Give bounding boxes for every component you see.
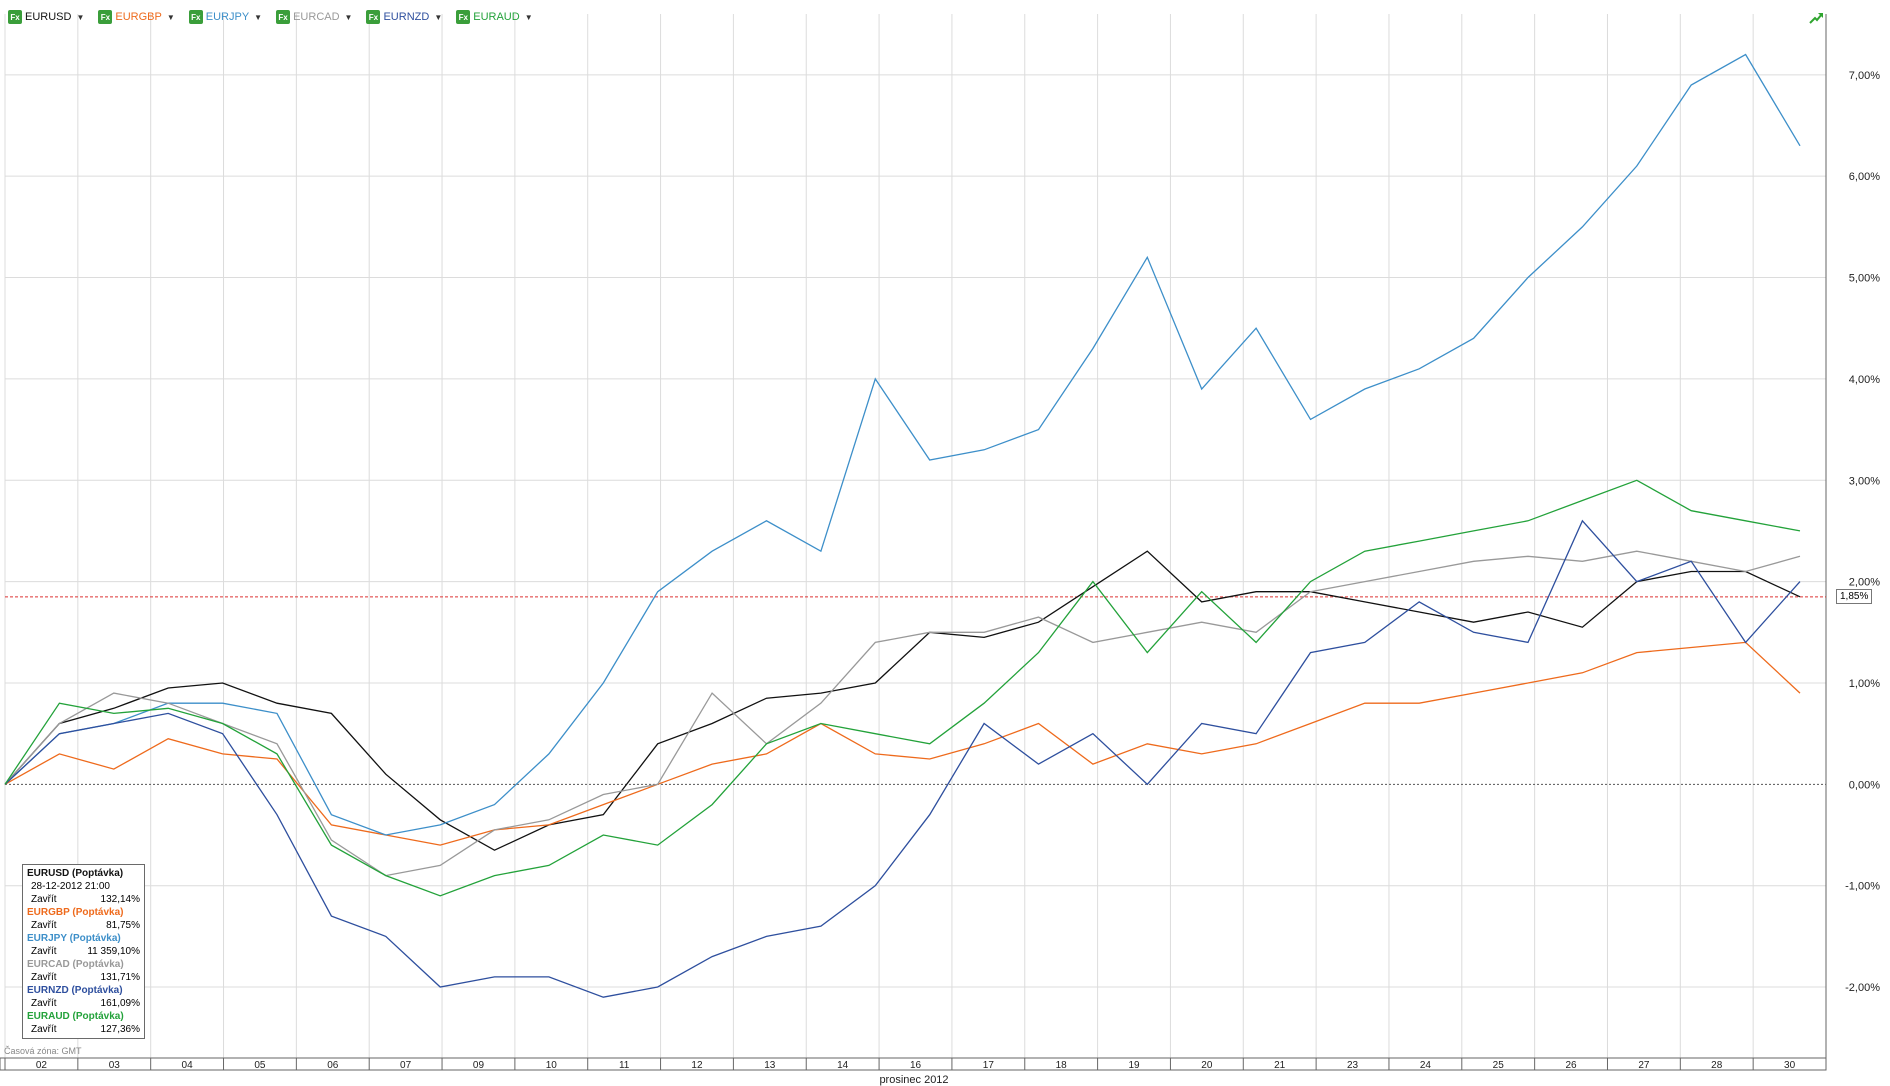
x-tick-label: 24 bbox=[1420, 1060, 1432, 1071]
legend-title: EURUSD (Poptávka) bbox=[27, 868, 124, 879]
symbol-label: EURNZD bbox=[383, 11, 430, 23]
legend-value: 132,14% bbox=[100, 894, 140, 905]
series-line-eurgbp bbox=[4, 641, 1801, 846]
series-line-eurnzd bbox=[4, 519, 1801, 998]
x-tick-label: 14 bbox=[837, 1060, 849, 1071]
legend-value: 81,75% bbox=[106, 920, 140, 931]
legend-close-label: Zavřít bbox=[31, 1024, 57, 1035]
symbol-euraud[interactable]: Fx EURAUD ▼ bbox=[456, 10, 533, 24]
series-line-eurjpy bbox=[4, 53, 1801, 836]
series-line-eurcad bbox=[4, 550, 1801, 877]
symbol-eurgbp[interactable]: Fx EURGBP ▼ bbox=[98, 10, 175, 24]
x-tick-label: 26 bbox=[1565, 1060, 1577, 1071]
x-tick-label: 21 bbox=[1274, 1060, 1286, 1071]
legend-value: 131,71% bbox=[100, 972, 140, 983]
y-tick-label: 5,00% bbox=[1849, 273, 1880, 285]
fx-icon: Fx bbox=[8, 10, 22, 24]
x-tick-label: 25 bbox=[1493, 1060, 1505, 1071]
legend-title: EURGBP (Poptávka) bbox=[27, 907, 124, 918]
x-tick-label: 18 bbox=[1056, 1060, 1068, 1071]
fx-icon: Fx bbox=[456, 10, 471, 24]
y-tick-label: 6,00% bbox=[1849, 171, 1880, 183]
fx-icon: Fx bbox=[188, 10, 203, 24]
symbol-label: EURAUD bbox=[473, 11, 520, 23]
chevron-down-icon[interactable]: ▼ bbox=[76, 12, 85, 22]
legend-title: EURNZD (Poptávka) bbox=[27, 985, 123, 996]
chevron-down-icon[interactable]: ▼ bbox=[254, 12, 263, 22]
y-tick-label: -1,00% bbox=[1845, 881, 1880, 893]
last-value-label: 1,85% bbox=[1836, 588, 1873, 604]
legend-close-label: Zavřít bbox=[31, 920, 57, 931]
y-tick-label: 2,00% bbox=[1849, 577, 1880, 589]
symbol-eurusd[interactable]: Fx EURUSD ▼ bbox=[8, 10, 84, 24]
x-tick-label: 23 bbox=[1347, 1060, 1359, 1071]
x-tick-label: 12 bbox=[691, 1060, 703, 1071]
y-tick-label: 7,00% bbox=[1849, 70, 1880, 82]
fx-icon: Fx bbox=[98, 10, 113, 24]
legend-title: EURAUD (Poptávka) bbox=[27, 1011, 124, 1022]
x-tick-label: 09 bbox=[473, 1060, 485, 1071]
y-tick-label: 4,00% bbox=[1849, 374, 1880, 386]
legend-row: Zavřít 132,14% bbox=[27, 893, 140, 906]
fx-icon: Fx bbox=[276, 10, 291, 24]
x-tick-label: 11 bbox=[619, 1060, 630, 1071]
y-tick-label: 0,00% bbox=[1849, 779, 1880, 791]
symbol-label: EURGBP bbox=[115, 11, 162, 23]
data-legend: EURUSD (Poptávka) 28-12-2012 21:00 Zavřít 1… bbox=[22, 864, 145, 1039]
symbol-label: EURCAD bbox=[293, 11, 340, 23]
symbol-label: EURJPY bbox=[205, 11, 250, 23]
x-axis-caption: prosinec 2012 bbox=[879, 1074, 949, 1086]
x-tick-label: 07 bbox=[400, 1060, 412, 1071]
series-line-euraud bbox=[4, 479, 1801, 897]
y-tick-label: -2,00% bbox=[1845, 982, 1880, 994]
y-tick-label: 3,00% bbox=[1849, 475, 1880, 487]
legend-value: 11 359,10% bbox=[87, 946, 140, 957]
legend-value: 161,09% bbox=[100, 998, 140, 1009]
x-tick-label: 28 bbox=[1711, 1060, 1723, 1071]
series-line-eurusd bbox=[4, 550, 1801, 851]
x-tick-label: 16 bbox=[910, 1060, 922, 1071]
x-tick-label: 17 bbox=[983, 1060, 995, 1071]
trend-up-icon[interactable] bbox=[1808, 9, 1824, 25]
x-tick-label: 27 bbox=[1638, 1060, 1650, 1071]
legend-value: 127,36% bbox=[100, 1024, 140, 1035]
legend-title: EURJPY (Poptávka) bbox=[27, 933, 121, 944]
symbol-label: EURUSD bbox=[25, 11, 72, 23]
y-tick-label: 1,00% bbox=[1849, 678, 1880, 690]
symbol-eurjpy[interactable]: Fx EURJPY ▼ bbox=[188, 10, 263, 24]
legend-close-label: Zavřít bbox=[31, 894, 57, 905]
legend-row: Zavřít 11 359,10% bbox=[27, 945, 140, 958]
legend-row: Zavřít 127,36% bbox=[27, 1023, 140, 1036]
chevron-down-icon[interactable]: ▼ bbox=[524, 12, 533, 22]
legend-title: EURCAD (Poptávka) bbox=[27, 959, 124, 970]
chevron-down-icon[interactable]: ▼ bbox=[344, 12, 353, 22]
symbol-toolbar: Fx EURUSD ▼ Fx EURGBP ▼ Fx EURJPY ▼ Fx EURCAD ▼ Fx EU… bbox=[8, 8, 533, 26]
x-tick-label: 04 bbox=[182, 1060, 194, 1071]
legend-row: Zavřít 131,71% bbox=[27, 971, 140, 984]
chevron-down-icon[interactable]: ▼ bbox=[166, 12, 175, 22]
x-tick-label: 02 bbox=[36, 1060, 48, 1071]
x-tick-label: 10 bbox=[546, 1060, 558, 1071]
legend-close-label: Zavřít bbox=[31, 998, 57, 1009]
symbol-eurnzd[interactable]: Fx EURNZD ▼ bbox=[366, 10, 442, 24]
x-tick-label: 03 bbox=[109, 1060, 121, 1071]
x-tick-label: 05 bbox=[254, 1060, 266, 1071]
symbol-eurcad[interactable]: Fx EURCAD ▼ bbox=[276, 10, 352, 24]
x-tick-label: 30 bbox=[1784, 1060, 1796, 1071]
x-tick-label: 06 bbox=[327, 1060, 339, 1071]
legend-close-label: Zavřít bbox=[31, 972, 57, 983]
chevron-down-icon[interactable]: ▼ bbox=[434, 12, 443, 22]
legend-row: Zavřít 161,09% bbox=[27, 997, 140, 1010]
legend-row: Zavřít 81,75% bbox=[27, 919, 140, 932]
x-axis-band bbox=[0, 1057, 1827, 1071]
timezone-label: Časová zóna: GMT bbox=[4, 1046, 82, 1056]
x-tick-label: 20 bbox=[1201, 1060, 1213, 1071]
legend-close-label: Zavřít bbox=[31, 946, 57, 957]
fx-icon: Fx bbox=[366, 10, 381, 24]
x-tick-label: 13 bbox=[764, 1060, 776, 1071]
legend-date: 28-12-2012 21:00 bbox=[31, 881, 110, 892]
x-tick-label: 19 bbox=[1128, 1060, 1140, 1071]
